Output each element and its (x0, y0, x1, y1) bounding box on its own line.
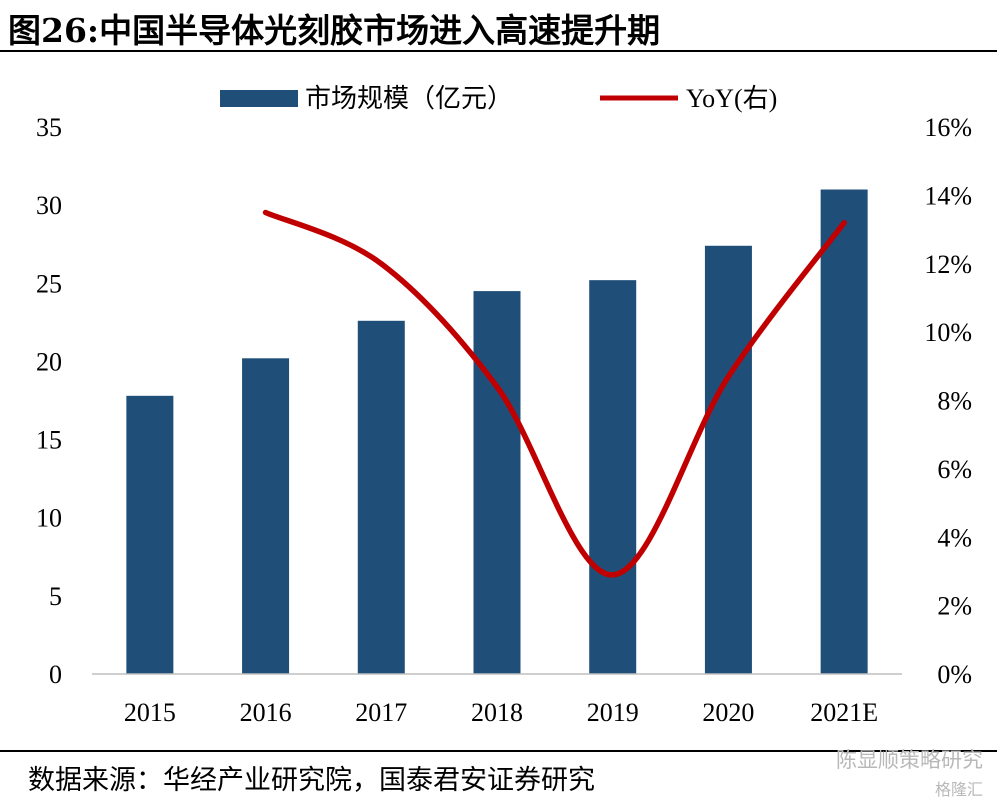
figure-title: 图26:中国半导体光刻胶市场进入高速提升期 (8, 11, 661, 50)
yoy-line (262, 209, 847, 578)
bar-2017 (357, 320, 405, 674)
legend-line-label: YoY(右) (686, 84, 777, 113)
left-tick-label: 30 (36, 191, 62, 220)
bar-2015 (126, 395, 174, 674)
bar-2021E (820, 189, 868, 674)
right-tick-label: 0% (937, 660, 972, 689)
left-tick-label: 25 (36, 269, 62, 298)
x-tick-label: 2016 (240, 698, 292, 727)
watermark-logo-text: 格隆汇 (934, 780, 983, 799)
x-axis-ticks: 2015 2016 2017 2018 2019 2020 2021E (124, 698, 878, 727)
x-tick-label: 2019 (587, 698, 639, 727)
left-axis-ticks: 0 5 10 15 20 25 30 35 (36, 113, 62, 689)
legend-bar-label: 市场规模（亿元） (305, 84, 513, 113)
left-tick-label: 0 (49, 660, 62, 689)
right-tick-label: 12% (924, 250, 972, 279)
right-tick-label: 14% (924, 181, 972, 210)
x-tick-label: 2018 (471, 698, 523, 727)
left-tick-label: 15 (36, 426, 62, 455)
right-tick-label: 16% (924, 113, 972, 142)
right-tick-label: 4% (937, 523, 972, 552)
title-rule (0, 50, 997, 52)
source-note: 数据来源：华经产业研究院，国泰君安证券研究 (28, 765, 595, 796)
right-tick-label: 2% (937, 592, 972, 621)
watermark-text: 陈显顺策略研究 (836, 748, 983, 772)
bar-2020 (704, 245, 752, 674)
bars (126, 189, 868, 674)
x-tick-label: 2021E (810, 698, 878, 727)
right-tick-label: 10% (924, 318, 972, 347)
bar-2016 (242, 358, 290, 674)
legend-bar-swatch (220, 90, 298, 107)
right-tick-label: 6% (937, 455, 972, 484)
x-tick-label: 2015 (124, 698, 176, 727)
bar-2018 (473, 291, 521, 674)
x-tick-label: 2020 (702, 698, 754, 727)
right-tick-label: 8% (937, 387, 972, 416)
left-tick-label: 20 (36, 347, 62, 376)
left-tick-label: 35 (36, 113, 62, 142)
footer-rule (0, 750, 997, 752)
x-tick-label: 2017 (355, 698, 407, 727)
legend: 市场规模（亿元） YoY(右) (220, 84, 777, 113)
chart: 市场规模（亿元） YoY(右) 0 5 10 15 20 25 30 35 0% 2% 4% 6% 8… (36, 84, 972, 727)
left-tick-label: 10 (36, 504, 62, 533)
watermark: 陈显顺策略研究 格隆汇 (836, 744, 983, 800)
bar-2019 (589, 280, 637, 674)
right-axis-ticks: 0% 2% 4% 6% 8% 10% 12% 14% 16% (924, 113, 972, 689)
left-tick-label: 5 (49, 582, 62, 611)
